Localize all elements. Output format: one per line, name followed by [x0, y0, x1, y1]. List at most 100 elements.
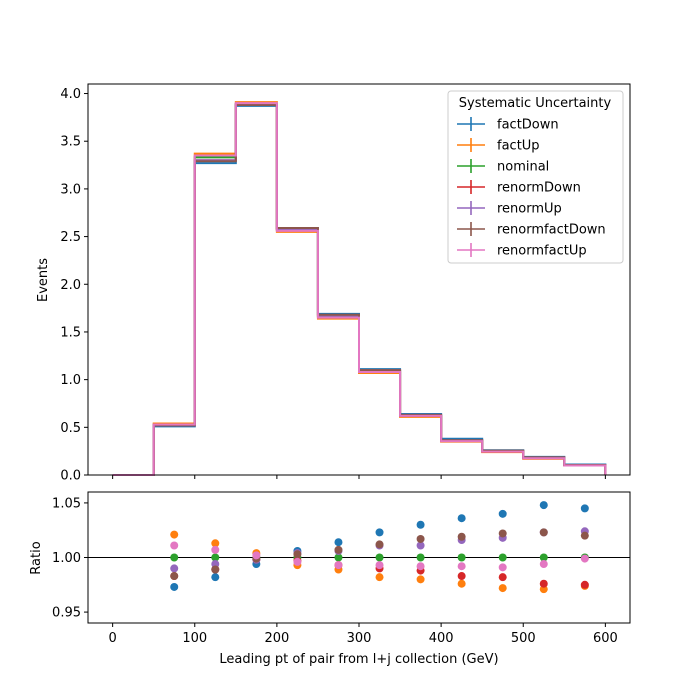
top-y-tick-label: 0.5 [60, 421, 81, 436]
legend-label: renormfactDown [497, 223, 606, 238]
ratio-point-nominal [416, 553, 425, 562]
ratio-point-nominal [457, 553, 466, 562]
top-y-tick-label: 1.0 [60, 373, 81, 388]
ratio-point-renormDown [539, 579, 548, 588]
legend-label: factDown [497, 118, 559, 133]
ratio-point-nominal [170, 553, 179, 562]
legend-entry-factUp: factUp [457, 138, 540, 154]
ratio-point-nominal [211, 553, 220, 562]
x-tick-label: 600 [593, 631, 618, 646]
legend-entry-renormfactDown: renormfactDown [457, 222, 606, 238]
ratio-point-renormfactUp [416, 562, 425, 571]
legend-label: renormDown [497, 181, 581, 196]
legend-entry-factDown: factDown [457, 117, 559, 133]
x-tick-label: 200 [264, 631, 289, 646]
ratio-point-renormDown [498, 573, 507, 582]
ratio-point-renormfactDown [539, 528, 548, 537]
ratio-point-nominal [498, 553, 507, 562]
bottom-y-tick-label: 1.05 [52, 496, 81, 511]
bottom-panel: 0.95 1.00 1.05 0 100 200 300 400 500 600 Ratio L… [29, 491, 631, 667]
x-axis-label: Leading pt of pair from l+j collection (… [219, 652, 498, 667]
ratio-point-factDown [416, 520, 425, 529]
x-tick-label: 400 [429, 631, 454, 646]
ratio-point-renormfactUp [334, 561, 343, 570]
ratio-point-renormfactUp [293, 557, 302, 566]
legend-entry-nominal: nominal [457, 159, 549, 175]
ratio-point-factDown [580, 504, 589, 513]
ratio-point-nominal [375, 553, 384, 562]
ratio-point-renormfactDown [416, 534, 425, 543]
ratio-point-factDown [457, 514, 466, 523]
ratio-point-renormfactUp [580, 554, 589, 563]
ratio-point-renormfactUp [252, 551, 261, 560]
ratio-point-renormfactUp [211, 545, 220, 554]
bottom-axes-frame [87, 491, 631, 624]
top-x-ticks [112, 475, 606, 479]
ratio-point-renormfactUp [457, 562, 466, 571]
ratio-point-renormfactUp [170, 541, 179, 550]
ratio-point-renormDown [457, 572, 466, 581]
top-y-axis-label: Events [36, 258, 51, 302]
ratio-point-factUp [457, 579, 466, 588]
top-y-tick-label: 1.5 [60, 325, 81, 340]
ratio-point-renormfactDown [334, 545, 343, 554]
bottom-y-tick-label: 1.00 [52, 551, 81, 566]
top-y-tick-label: 0.0 [60, 469, 81, 484]
ratio-point-factDown [375, 528, 384, 537]
step-histograms [112, 101, 607, 476]
legend-title: Systematic Uncertainty [459, 96, 612, 111]
ratio-point-factUp [375, 573, 384, 582]
ratio-point-renormfactDown [498, 529, 507, 538]
x-tick-label: 100 [182, 631, 207, 646]
ratio-point-renormfactUp [539, 560, 548, 569]
ratio-point-factUp [211, 539, 220, 548]
ratio-point-renormfactDown [375, 540, 384, 549]
legend-entry-renormDown: renormDown [457, 180, 581, 196]
top-axes-frame [87, 83, 631, 476]
legend-entry-renormfactUp: renormfactUp [457, 243, 587, 259]
ratio-point-nominal [539, 553, 548, 562]
ratio-point-nominal [334, 553, 343, 562]
top-y-tick-label: 4.0 [60, 87, 81, 102]
legend-label: nominal [497, 160, 549, 175]
bottom-x-ticks: 0 100 200 300 400 500 600 [108, 623, 618, 646]
top-y-ticks: 0.0 0.5 1.0 1.5 2.0 2.5 3.0 3.5 4.0 [60, 87, 88, 484]
ratio-point-factDown [211, 573, 220, 582]
ratio-point-renormfactUp [375, 561, 384, 570]
x-tick-label: 300 [347, 631, 372, 646]
top-y-tick-label: 3.5 [60, 135, 81, 150]
ratio-point-renormfactDown [580, 531, 589, 540]
ratio-point-renormfactDown [211, 565, 220, 574]
x-tick-label: 0 [108, 631, 116, 646]
legend: Systematic Uncertainty factDown factUp nom… [447, 90, 624, 264]
top-panel: 0.0 0.5 1.0 1.5 2.0 2.5 3.0 3.5 4.0 Events Syste… [36, 83, 631, 484]
ratio-point-factDown [498, 509, 507, 518]
ratio-point-factUp [170, 530, 179, 539]
ratio-point-factDown [539, 501, 548, 510]
ratio-points [170, 501, 589, 594]
step-line-renormfactUp [112, 102, 607, 476]
legend-label: factUp [497, 139, 540, 154]
ratio-point-factUp [498, 584, 507, 593]
ratio-point-renormfactDown [457, 532, 466, 541]
ratio-point-renormfactDown [170, 572, 179, 581]
ratio-point-factDown [170, 582, 179, 591]
legend-entry-renormUp: renormUp [457, 201, 562, 217]
legend-label: renormUp [497, 202, 562, 217]
ratio-point-renormUp [416, 541, 425, 550]
legend-entries: factDown factUp nominal renormDown renormUp r… [457, 117, 606, 259]
top-y-tick-label: 2.5 [60, 230, 81, 245]
x-tick-label: 500 [511, 631, 536, 646]
top-y-tick-label: 2.0 [60, 278, 81, 293]
top-y-tick-label: 3.0 [60, 182, 81, 197]
ratio-point-factUp [416, 575, 425, 584]
ratio-point-renormfactUp [498, 563, 507, 572]
legend-label: renormfactUp [497, 244, 587, 259]
legend-frame [447, 90, 624, 264]
bottom-y-tick-label: 0.95 [52, 606, 81, 621]
bottom-y-ticks: 0.95 1.00 1.05 [52, 496, 88, 621]
ratio-point-renormUp [170, 564, 179, 573]
ratio-point-renormDown [580, 580, 589, 589]
bottom-y-axis-label: Ratio [29, 541, 44, 574]
